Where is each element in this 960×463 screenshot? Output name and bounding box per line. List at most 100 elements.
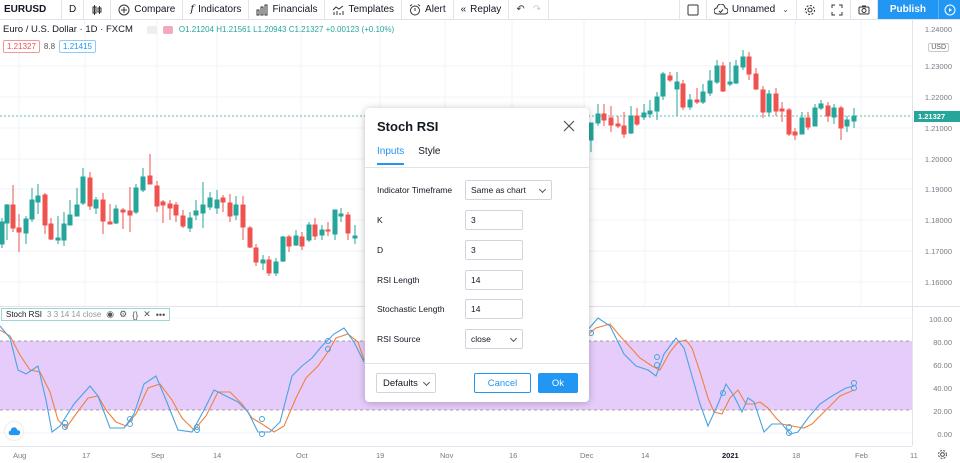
source-code-icon[interactable]: {} — [132, 309, 139, 320]
currency-label[interactable]: USD — [928, 43, 949, 52]
dialog-title: Stoch RSI — [377, 119, 439, 134]
candles-icon — [92, 4, 102, 15]
cancel-button[interactable]: Cancel — [474, 373, 531, 393]
settings-icon[interactable]: ⚙ — [119, 309, 128, 319]
chart-legend: Euro / U.S. Dollar · 1D · FXCM O1.21204 … — [3, 24, 394, 35]
price-label: 1.17000 — [924, 247, 952, 256]
indicator-label: 60.00 — [933, 361, 952, 370]
bar-chart-icon — [256, 4, 268, 15]
undo-redo-group: ↶ ↷ — [509, 0, 550, 19]
indicator-legend[interactable]: Stoch RSI 3 3 14 14 close ◉ ⚙ {} ✕ ••• — [1, 308, 171, 321]
undo-icon[interactable]: ↶ — [516, 4, 525, 15]
field-label: RSI Length — [377, 275, 420, 285]
buy-price-button[interactable]: 1.21415 — [59, 40, 96, 53]
time-label: Sep — [151, 451, 165, 460]
candlesticks — [0, 50, 857, 276]
field-label: RSI Source — [377, 334, 421, 344]
compare-button[interactable]: Compare — [111, 0, 184, 19]
close-icon[interactable]: ✕ — [143, 309, 151, 319]
time-label: 2021 — [722, 451, 739, 460]
d-input[interactable]: 3 — [465, 240, 523, 260]
axis-settings-button[interactable] — [937, 449, 948, 463]
plus-circle-icon — [118, 4, 130, 15]
top-toolbar: EURUSD D Compare f Indicators Financials… — [0, 0, 960, 20]
defaults-label: Defaults — [383, 377, 418, 389]
axis-separator — [913, 306, 960, 307]
time-axis[interactable]: Aug 17 Sep 14 Oct 19 Nov 16 Dec 14 2021 … — [0, 446, 918, 463]
symbol-search-button[interactable]: EURUSD — [0, 0, 62, 19]
redo-icon[interactable]: ↷ — [532, 4, 542, 15]
rewind-icon: « — [460, 4, 467, 15]
price-axis[interactable]: USD 1.24000 1.23000 1.22000 1.21327 1.21… — [912, 20, 960, 446]
alert-button[interactable]: Alert — [402, 0, 454, 19]
hidden-toggle-icon[interactable] — [162, 25, 173, 34]
time-label: 11 — [910, 451, 918, 460]
indicators-label: Indicators — [198, 4, 242, 15]
bid-ask-panel: 1.21327 8.8 1.21415 — [3, 40, 96, 53]
price-label: 1.21000 — [924, 124, 952, 133]
financials-button[interactable]: Financials — [249, 0, 326, 19]
close-icon[interactable] — [563, 120, 575, 132]
tab-divider — [365, 167, 589, 168]
replay-button[interactable]: « Replay — [454, 0, 510, 19]
cancel-label: Cancel — [487, 377, 518, 389]
settings-button[interactable] — [797, 0, 824, 19]
snapshot-button[interactable] — [851, 0, 878, 19]
field-label: Indicator Timeframe — [377, 185, 453, 195]
cloud-check-icon — [713, 3, 728, 14]
ok-button[interactable]: Ok — [538, 373, 578, 393]
chevron-down-icon: ⌄ — [782, 5, 789, 14]
time-label: 18 — [792, 451, 801, 460]
publish-video-button[interactable] — [938, 0, 960, 19]
field-label: D — [377, 245, 384, 255]
indicators-button[interactable]: f Indicators — [183, 0, 250, 19]
price-label: 1.16000 — [924, 278, 952, 287]
d-line — [0, 329, 365, 433]
tab-inputs[interactable]: Inputs — [377, 146, 405, 165]
layout-toggle-button[interactable] — [678, 0, 707, 19]
indicator-label: 40.00 — [933, 384, 952, 393]
dialog-tabs: Inputs Style — [377, 146, 440, 165]
time-label: Oct — [296, 451, 308, 460]
tab-style[interactable]: Style — [418, 146, 441, 157]
more-icon[interactable]: ••• — [155, 309, 166, 320]
compare-label: Compare — [134, 4, 176, 15]
time-label: Nov — [440, 451, 454, 460]
indicator-name: Stoch RSI — [6, 310, 43, 319]
tradingview-logo-button[interactable] — [5, 422, 23, 440]
indicator-label: 20.00 — [933, 407, 952, 416]
financials-label: Financials — [272, 4, 318, 15]
fullscreen-button[interactable] — [824, 0, 851, 19]
chart-type-button[interactable] — [84, 0, 112, 19]
price-label: 1.23000 — [924, 62, 952, 71]
symbol-label: EURUSD — [4, 4, 47, 15]
indicator-chart-canvas[interactable] — [0, 307, 912, 446]
k-input[interactable]: 3 — [465, 210, 523, 230]
time-label: Dec — [580, 451, 594, 460]
d-line-right — [585, 323, 855, 429]
time-label: 19 — [376, 451, 385, 460]
defaults-dropdown[interactable]: Defaults — [376, 373, 436, 393]
layout-name-button[interactable]: Unnamed ⌄ — [707, 0, 797, 19]
ok-label: Ok — [551, 377, 565, 389]
field-label: Stochastic Length — [377, 304, 445, 314]
field-label: K — [377, 215, 383, 225]
sell-price-button[interactable]: 1.21327 — [3, 40, 40, 53]
eye-icon[interactable]: ◉ — [106, 309, 115, 319]
indicator-timeframe-select[interactable]: Same as chart — [465, 180, 552, 200]
collapse-toggle-icon[interactable] — [146, 25, 157, 34]
templates-button[interactable]: Templates — [325, 0, 403, 19]
time-label: Aug — [13, 451, 27, 460]
interval-button[interactable]: D — [62, 0, 85, 19]
current-price-label: 1.21327 — [914, 111, 960, 122]
price-label: 1.19000 — [924, 185, 952, 194]
gear-icon — [804, 4, 815, 15]
indicator-label: 0.00 — [937, 430, 952, 439]
spread-value: 8.8 — [43, 42, 56, 51]
stochastic-length-input[interactable]: 14 — [465, 299, 523, 319]
price-label: 1.22000 — [924, 93, 952, 102]
publish-button[interactable]: Publish — [877, 0, 938, 19]
stoch-rsi-settings-dialog: Stoch RSI Inputs Style Indicator Timefra… — [365, 108, 589, 402]
rsi-source-select[interactable]: close — [465, 329, 523, 349]
rsi-length-input[interactable]: 14 — [465, 270, 523, 290]
